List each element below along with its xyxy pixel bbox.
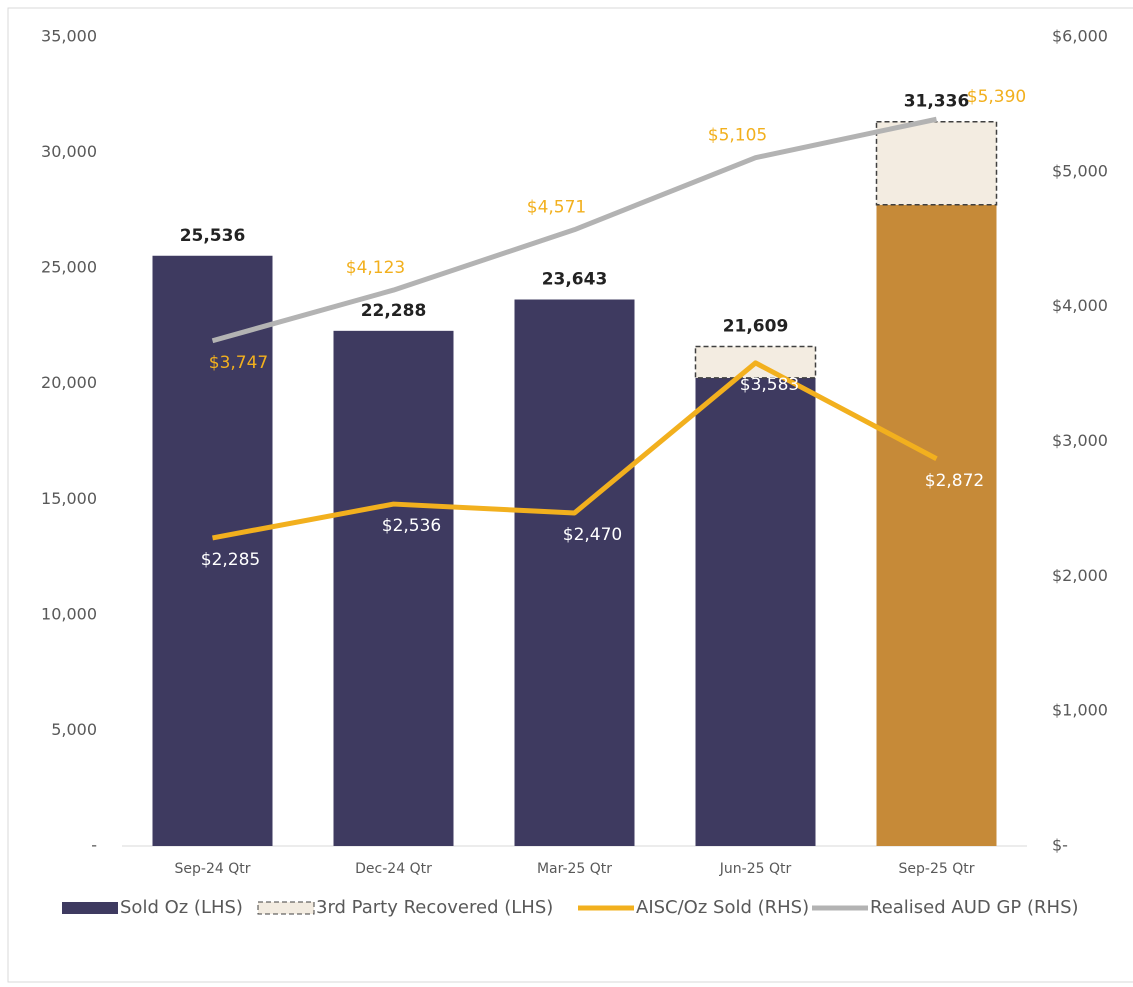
line bbox=[211, 116, 938, 344]
bar bbox=[333, 330, 454, 846]
value-label: $3,747 bbox=[209, 353, 268, 373]
legend-label: AISC/Oz Sold (RHS) bbox=[636, 897, 809, 918]
bar bbox=[514, 299, 635, 847]
bar bbox=[876, 204, 997, 847]
y2-tick-label: $2,000 bbox=[1052, 566, 1108, 585]
value-label: $2,536 bbox=[382, 516, 441, 536]
value-label: $4,123 bbox=[346, 258, 405, 278]
total-label: 21,609 bbox=[723, 317, 789, 337]
bar bbox=[152, 255, 273, 846]
value-label: $2,285 bbox=[201, 550, 260, 570]
legend-label: Realised AUD GP (RHS) bbox=[870, 897, 1079, 918]
total-label: 31,336 bbox=[904, 92, 970, 112]
y-tick-label: 35,000 bbox=[41, 27, 97, 46]
x-tick-label: Dec-24 Qtr bbox=[355, 861, 432, 877]
value-label: $5,105 bbox=[708, 126, 767, 146]
chart-frame bbox=[7, 7, 1133, 983]
total-label: 22,288 bbox=[361, 301, 427, 321]
y-tick-label: 5,000 bbox=[51, 720, 97, 739]
legend-swatch bbox=[257, 901, 315, 915]
value-label: $3,583 bbox=[740, 375, 799, 395]
y-tick-label: 30,000 bbox=[41, 142, 97, 161]
y-tick-label: 25,000 bbox=[41, 258, 97, 277]
value-label: $2,872 bbox=[925, 471, 984, 491]
value-label: $5,390 bbox=[967, 87, 1026, 107]
y-tick-label: 10,000 bbox=[41, 604, 97, 623]
value-label: $4,571 bbox=[527, 198, 586, 218]
y2-tick-label: $5,000 bbox=[1052, 161, 1108, 180]
legend-label: Sold Oz (LHS) bbox=[120, 897, 243, 918]
y2-tick-label: $1,000 bbox=[1052, 701, 1108, 720]
x-tick-label: Sep-25 Qtr bbox=[899, 861, 975, 877]
legend-label: 3rd Party Recovered (LHS) bbox=[316, 897, 553, 918]
x-tick-label: Jun-25 Qtr bbox=[719, 861, 792, 877]
y2-tick-label: $3,000 bbox=[1052, 431, 1108, 450]
legend-swatch bbox=[62, 902, 118, 914]
third-party-bar bbox=[875, 120, 998, 206]
x-tick-label: Sep-24 Qtr bbox=[175, 861, 251, 877]
y-tick-label: - bbox=[91, 836, 97, 855]
x-tick-label: Mar-25 Qtr bbox=[537, 861, 612, 877]
line bbox=[212, 360, 938, 541]
y2-tick-label: $- bbox=[1052, 836, 1068, 855]
y-tick-label: 15,000 bbox=[41, 489, 97, 508]
y-tick-label: 20,000 bbox=[41, 373, 97, 392]
bar bbox=[695, 377, 816, 846]
y2-tick-label: $6,000 bbox=[1052, 27, 1108, 46]
value-label: $2,470 bbox=[563, 525, 622, 545]
total-label: 23,643 bbox=[542, 270, 608, 290]
y2-tick-label: $4,000 bbox=[1052, 296, 1108, 315]
total-label: 25,536 bbox=[180, 226, 246, 246]
